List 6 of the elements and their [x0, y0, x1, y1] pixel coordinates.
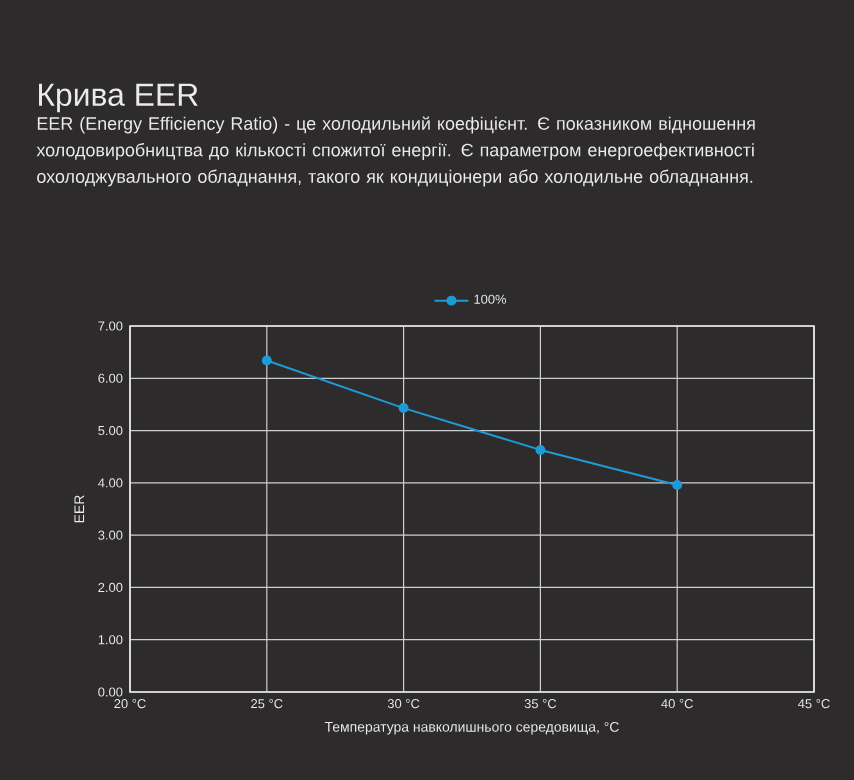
point	[535, 444, 546, 455]
chart-title: Крива EER	[39, 83, 198, 113]
chart-subtitle: EER (Energy Efficiency Ratio) - це холодильний коефіцієнт. Є показником відношення холодовиробництва до кількості спожитої енергії. Є параметром енергоефективності охолоджувального обладнання, такого як кондиціонери або холодильне обладнання.	[36, 116, 755, 187]
point	[398, 403, 409, 414]
point	[261, 355, 272, 366]
point	[672, 479, 683, 490]
